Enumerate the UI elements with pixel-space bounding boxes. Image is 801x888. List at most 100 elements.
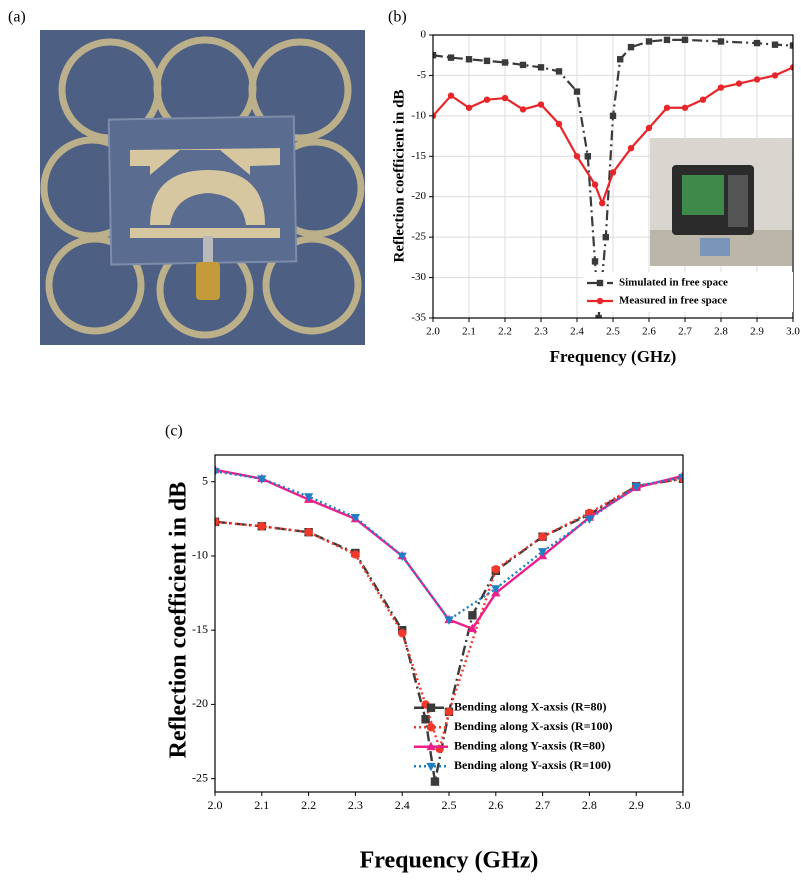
- marker: [591, 181, 599, 188]
- marker: [678, 473, 683, 483]
- x-tick-label: 2.2: [498, 326, 512, 338]
- marker: [602, 233, 609, 241]
- marker: [519, 61, 527, 69]
- marker: [753, 76, 761, 83]
- marker: [609, 112, 617, 120]
- x-tick-label: 2.6: [488, 798, 503, 812]
- y-tick-label: -25: [411, 231, 426, 243]
- x-tick-label: 2.3: [348, 798, 363, 812]
- marker: [771, 41, 779, 48]
- marker: [465, 56, 473, 63]
- legend: Bending along X-axsis (R=80) Bending alon…: [414, 700, 613, 772]
- marker: [426, 703, 436, 712]
- x-axis-label: Frequency (GHz): [360, 848, 539, 874]
- marker: [257, 475, 267, 484]
- series-line: [215, 477, 683, 782]
- x-tick-label: 3.0: [676, 798, 691, 812]
- marker: [483, 96, 491, 103]
- marker: [631, 482, 641, 492]
- marker: [467, 623, 478, 633]
- plot-frame: [214, 454, 684, 793]
- x-tick-label: 3.0: [786, 326, 800, 338]
- legend: Simulated in free space Measured in free …: [583, 272, 793, 312]
- y-axis-label: Reflection coefficient in dB: [166, 482, 192, 759]
- y-tick-label: 0: [421, 29, 427, 41]
- marker: [444, 616, 454, 625]
- marker: [771, 72, 779, 79]
- marker: [789, 64, 793, 71]
- marker: [699, 96, 707, 103]
- y-tick-label: -20: [411, 190, 426, 202]
- x-axis-label: Frequency (GHz): [550, 347, 677, 366]
- marker: [433, 112, 437, 120]
- marker: [584, 515, 595, 524]
- x-tick-label: 2.9: [629, 798, 644, 812]
- marker: [627, 43, 635, 51]
- marker: [444, 707, 454, 717]
- x-tick-label: 2.6: [642, 326, 656, 338]
- series-line: [433, 38, 793, 318]
- marker: [430, 777, 440, 786]
- marker: [426, 762, 436, 772]
- marker: [519, 106, 527, 113]
- marker: [717, 38, 725, 45]
- series-group: [215, 464, 683, 786]
- panel-label: (c): [165, 423, 183, 440]
- legend-label: Bending along Y-axsis (R=80): [454, 739, 605, 753]
- y-tick-label: -35: [411, 312, 426, 324]
- chart: (c) Reflection coefficient in dB Frequency…: [165, 423, 691, 874]
- x-tick-label: 2.8: [714, 326, 728, 338]
- legend-label: Bending along X-axsis (R=100): [454, 719, 613, 733]
- series-line: [215, 470, 683, 622]
- x-tick-label: 2.4: [570, 326, 584, 338]
- y-tick-label: -5: [417, 69, 427, 81]
- marker: [537, 548, 548, 557]
- y-tick-label: -25: [192, 770, 208, 784]
- marker: [304, 527, 313, 537]
- legend-box: [583, 272, 793, 312]
- x-tick-label: 2.1: [462, 326, 476, 338]
- x-tick-label: 2.0: [208, 798, 223, 812]
- y-tick-label: -15: [411, 150, 426, 162]
- legend-label: Measured in free space: [619, 295, 727, 307]
- x-tick-label: 2.7: [678, 326, 692, 338]
- chart: (b) Reflection coefficient in dB Frequency…: [388, 9, 800, 366]
- marker: [426, 723, 436, 732]
- marker: [596, 279, 604, 287]
- legend-label: Bending along Y-axsis (R=100): [454, 758, 611, 772]
- marker: [717, 84, 725, 91]
- marker: [447, 92, 455, 99]
- marker: [491, 585, 501, 594]
- plot-frame: [432, 34, 794, 319]
- marker: [599, 199, 606, 207]
- marker: [595, 314, 602, 318]
- marker: [645, 124, 653, 132]
- series-line: [433, 66, 793, 207]
- y-tick-label: -10: [192, 548, 208, 562]
- series-group: [433, 36, 793, 318]
- x-tick-label: 2.5: [606, 326, 620, 338]
- marker: [433, 52, 437, 59]
- y-tick-label: -15: [192, 622, 208, 636]
- x-tick-label: 2.5: [442, 798, 457, 812]
- marker: [663, 104, 671, 111]
- instrument-photo: [650, 138, 792, 266]
- marker: [555, 68, 563, 75]
- marker: [591, 258, 599, 265]
- marker: [468, 611, 477, 620]
- legend-label: Simulated in free space: [619, 277, 728, 289]
- x-tick-label: 2.1: [254, 798, 269, 812]
- y-tick-label: -10: [411, 109, 426, 121]
- marker: [501, 94, 509, 102]
- marker: [397, 552, 407, 561]
- antenna-photo: [40, 30, 365, 345]
- panel-label: (b): [388, 9, 407, 26]
- marker: [573, 153, 581, 160]
- marker: [555, 120, 563, 128]
- marker: [681, 36, 689, 44]
- marker: [215, 517, 220, 527]
- marker: [303, 493, 314, 502]
- marker: [350, 513, 361, 523]
- series-line: [215, 468, 683, 631]
